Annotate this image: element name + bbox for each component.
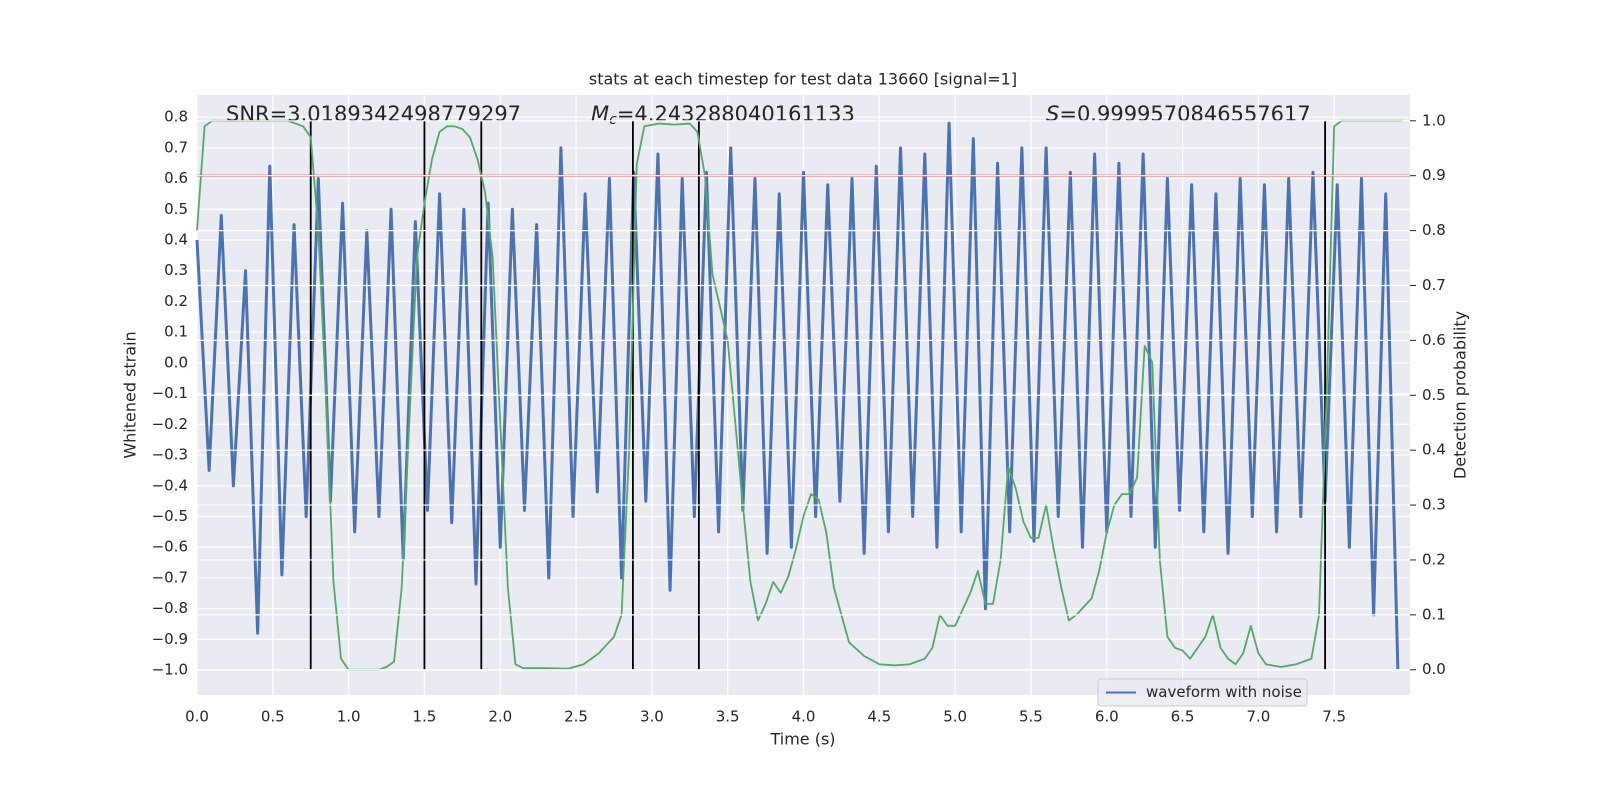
x-tick-label: 2.0 <box>488 708 512 726</box>
annotation-symbol: S <box>1046 102 1059 126</box>
series-line <box>196 119 1403 671</box>
y2-tick-label: 0.1 <box>1422 605 1446 623</box>
x-tick-label: 1.5 <box>413 708 437 726</box>
y-tick-label: 0.6 <box>164 169 188 187</box>
x-tick-label: 6.0 <box>1095 708 1119 726</box>
annotation-text: =0.9999570846557617 <box>1059 102 1310 126</box>
annotation-subscript: c <box>609 112 617 128</box>
y-tick-label: −0.1 <box>152 384 188 402</box>
x-tick-label: 5.0 <box>943 708 967 726</box>
y2-axis-label: Detection probability <box>1451 311 1470 479</box>
y-tick-label: −0.2 <box>152 415 188 433</box>
y2-tick-label: 0.2 <box>1422 550 1446 568</box>
x-tick-label: 5.5 <box>1019 708 1043 726</box>
x-tick-label: 7.5 <box>1322 708 1346 726</box>
y2-tick-label: 0.3 <box>1422 496 1446 514</box>
y2-tick-label: 0.7 <box>1422 276 1446 294</box>
series-line <box>195 121 1400 671</box>
y-tick-label: −0.5 <box>152 507 188 525</box>
y-tick-label: −1.0 <box>152 661 188 679</box>
y-tick-label: 0.4 <box>164 231 188 249</box>
annotation-text: SNR=3.0189342498779297 <box>226 102 521 126</box>
legend: waveform with noise <box>1097 678 1308 707</box>
y-tick-label: −0.8 <box>152 599 188 617</box>
y2-tick-label: 0.4 <box>1422 441 1446 459</box>
y-tick-label: 0.7 <box>164 138 188 156</box>
y2-tick-label: 0.9 <box>1422 166 1446 184</box>
y-tick-label: 0.2 <box>164 292 188 310</box>
y2-tick-label: 0.5 <box>1422 386 1446 404</box>
x-tick-label: 6.5 <box>1171 708 1195 726</box>
y-tick-label: −0.6 <box>152 538 188 556</box>
y-tick-label: 0.5 <box>164 200 188 218</box>
annotation-text: =4.243288040161133 <box>617 102 855 126</box>
annotation: Mc=4.243288040161133 <box>591 102 855 128</box>
chart-title: stats at each timestep for test data 136… <box>589 70 1017 89</box>
y-tick-label: 0.3 <box>164 261 188 279</box>
y-tick-label: −0.9 <box>152 630 188 648</box>
x-tick-label: 0.5 <box>261 708 285 726</box>
y-tick-label: −0.3 <box>152 446 188 464</box>
annotation: SNR=3.0189342498779297 <box>226 102 521 126</box>
y-tick-label: 0.0 <box>164 353 188 371</box>
x-axis-label: Time (s) <box>769 730 835 749</box>
y2-tick-label: 0.6 <box>1422 331 1446 349</box>
y-axis-label: Whitened strain <box>121 331 140 458</box>
x-tick-label: 3.5 <box>716 708 740 726</box>
legend-label: waveform with noise <box>1146 683 1302 701</box>
annotation-symbol: M <box>591 102 609 126</box>
y2-tick-label: 0.8 <box>1422 221 1446 239</box>
y-tick-label: 0.1 <box>164 323 188 341</box>
annotation: S=0.9999570846557617 <box>1046 102 1311 126</box>
x-tick-label: 4.0 <box>792 708 816 726</box>
legend-box <box>1097 678 1308 707</box>
x-tick-label: 2.5 <box>564 708 588 726</box>
x-tick-label: 0.0 <box>185 708 209 726</box>
x-tick-label: 1.0 <box>337 708 361 726</box>
y-tick-label: −0.7 <box>152 568 188 586</box>
x-tick-label: 7.0 <box>1246 708 1270 726</box>
y2-tick-label: 1.0 <box>1422 111 1446 129</box>
y-tick-label: 0.8 <box>164 108 188 126</box>
y2-tick-label: 0.0 <box>1422 660 1446 678</box>
x-tick-label: 3.0 <box>640 708 664 726</box>
x-tick-label: 4.5 <box>867 708 891 726</box>
y-tick-label: −0.4 <box>152 476 188 494</box>
